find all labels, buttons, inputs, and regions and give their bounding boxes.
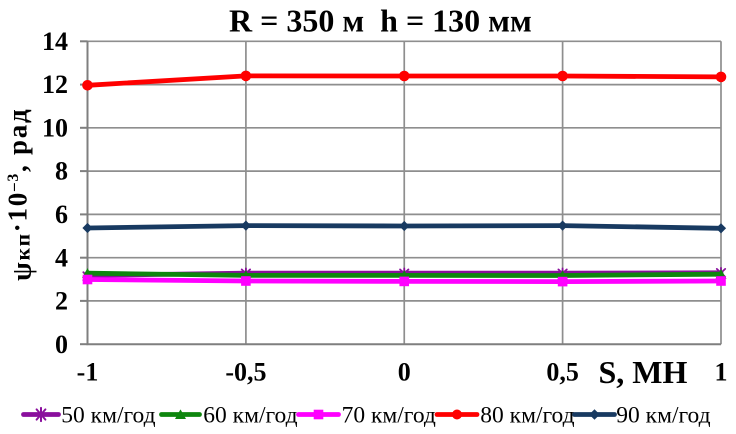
svg-text:80 км/год: 80 км/год xyxy=(480,402,574,428)
svg-text:-0,5: -0,5 xyxy=(225,358,266,387)
svg-text:60 км/год: 60 км/год xyxy=(203,402,297,428)
svg-text:R = 350 м h = 130 мм: R = 350 м h = 130 мм xyxy=(229,2,532,38)
svg-text:1: 1 xyxy=(715,358,728,387)
svg-text:0: 0 xyxy=(55,330,68,359)
svg-text:6: 6 xyxy=(55,200,68,229)
svg-text:12: 12 xyxy=(42,70,68,99)
svg-text:14: 14 xyxy=(42,27,68,56)
svg-text:2: 2 xyxy=(55,287,68,316)
svg-text:10: 10 xyxy=(42,113,68,142)
svg-text:ψкп·10–3, рад: ψкп·10–3, рад xyxy=(3,108,37,281)
svg-text:8: 8 xyxy=(55,157,68,186)
svg-text:0: 0 xyxy=(398,358,411,387)
svg-text:4: 4 xyxy=(55,243,68,272)
svg-text:90 км/год: 90 км/год xyxy=(616,402,710,428)
svg-text:50 км/год: 50 км/год xyxy=(61,402,155,428)
svg-text:S, МН: S, МН xyxy=(599,354,688,390)
svg-text:0,5: 0,5 xyxy=(546,358,579,387)
svg-text:70 км/год: 70 км/год xyxy=(342,402,436,428)
svg-text:-1: -1 xyxy=(77,358,99,387)
